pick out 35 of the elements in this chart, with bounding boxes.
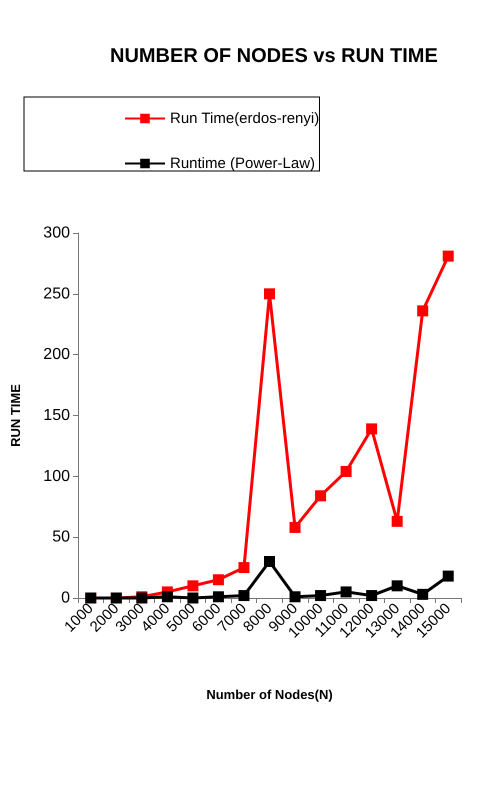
point: [442, 570, 454, 582]
point: [340, 586, 352, 598]
point: [392, 516, 403, 527]
point: [442, 250, 454, 262]
y-axis-title: RUN TIME: [8, 384, 23, 447]
y-tick-label: 50: [52, 528, 70, 546]
point: [290, 522, 301, 533]
point: [417, 305, 428, 316]
point: [238, 562, 250, 574]
point: [187, 592, 198, 604]
point: [264, 288, 275, 300]
y-tick-label: 300: [43, 224, 70, 242]
point: [264, 556, 275, 567]
point: [238, 590, 250, 602]
y-tick-label: 0: [61, 590, 70, 606]
y-tick-label: 100: [43, 468, 70, 485]
point: [162, 591, 173, 602]
point: [366, 423, 378, 434]
y-tick-label: 200: [43, 346, 70, 364]
y-tick-label: 150: [43, 407, 70, 424]
point: [417, 588, 428, 600]
legend-label: Runtime (Power-Law): [170, 155, 316, 172]
y-tick-label: 250: [43, 285, 70, 302]
point: [212, 591, 224, 602]
point: [340, 466, 352, 477]
point: [212, 574, 224, 586]
point: [366, 590, 378, 602]
point: [392, 580, 403, 592]
legend-label: Run Time(erdos-renyi): [170, 110, 320, 127]
point: [187, 580, 198, 592]
x-axis-title: Number of Nodes(N): [206, 687, 333, 702]
point: [315, 490, 326, 502]
chart-title: NUMBER OF NODES vs RUN TIME: [110, 45, 438, 67]
point: [290, 591, 301, 602]
point: [315, 590, 326, 602]
